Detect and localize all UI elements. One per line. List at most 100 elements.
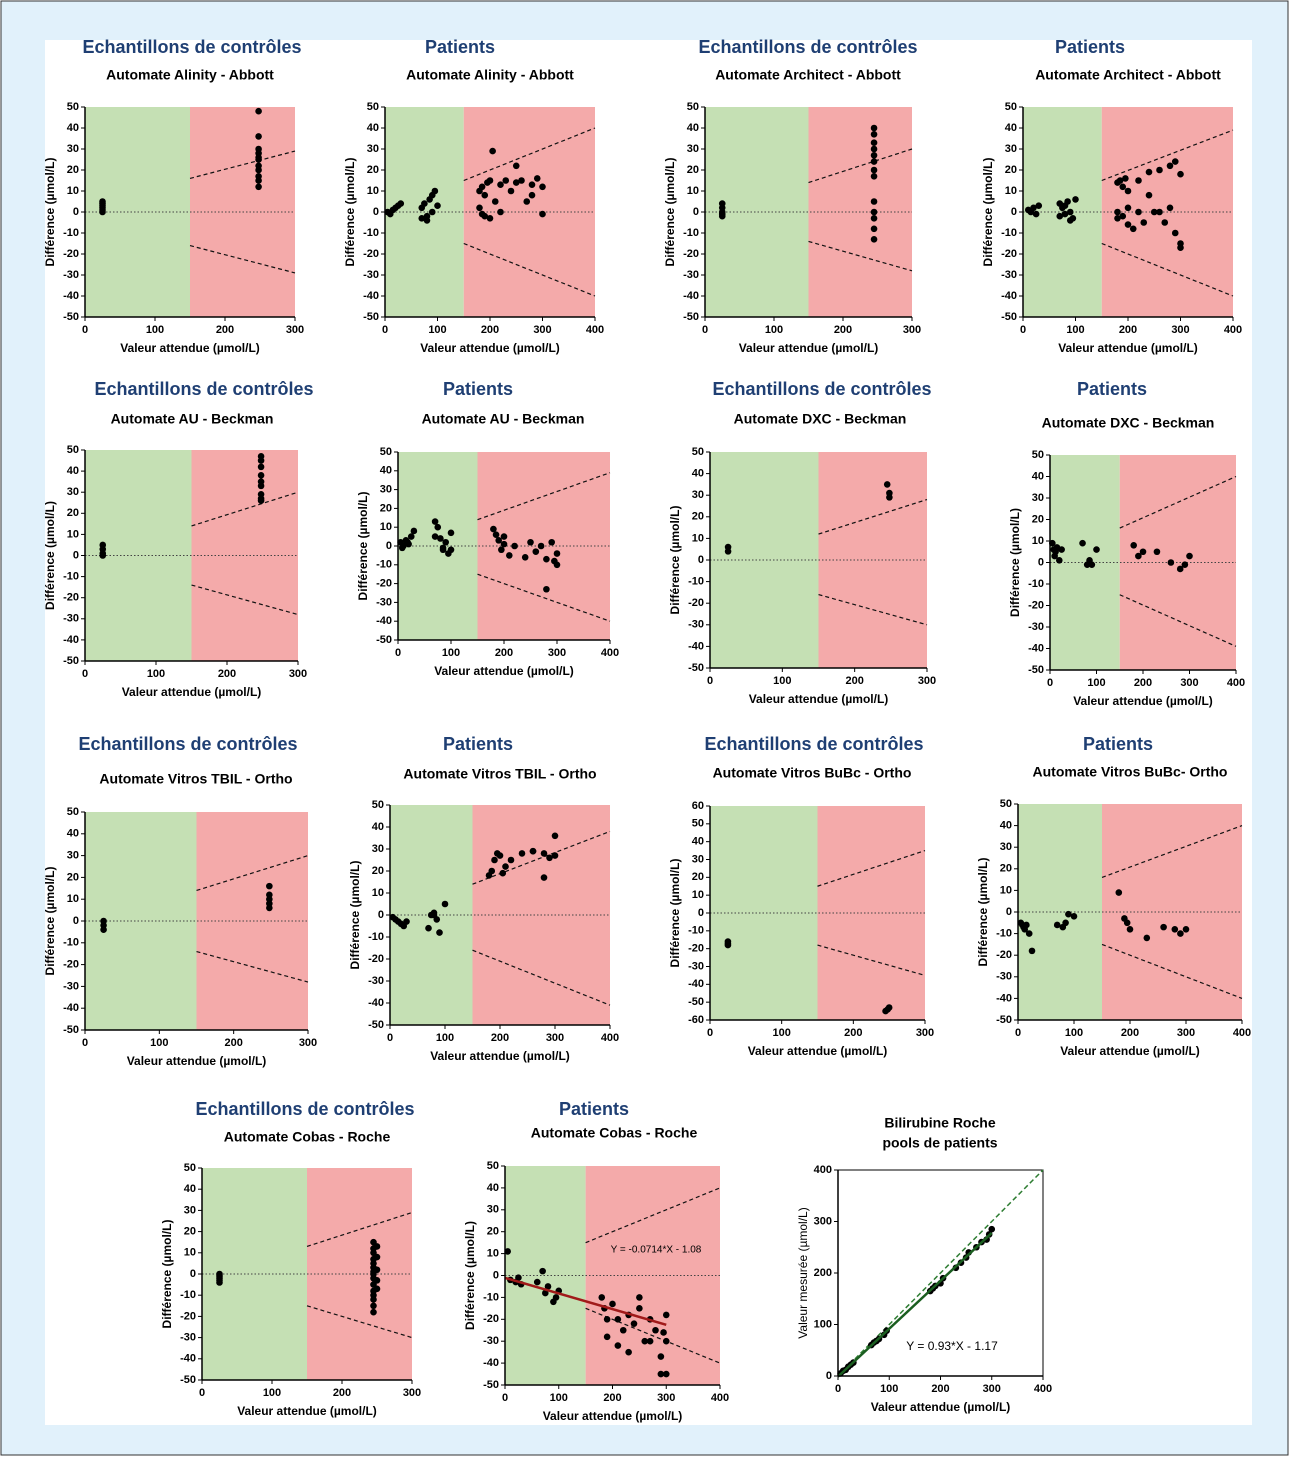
y-tick-label: 30 [692,853,704,865]
y-tick-label: -50 [996,1014,1012,1026]
point [428,208,436,216]
point [527,538,534,546]
x-tick-label: 200 [333,1387,351,1399]
point [1126,925,1134,933]
point [434,202,441,209]
point [257,457,265,464]
y-tick-label: -50 [180,1374,196,1386]
point [1119,183,1127,191]
point [1056,557,1063,564]
x-tick-label: 200 [834,324,852,336]
point [540,850,548,857]
point [553,550,561,557]
point [99,552,107,559]
point [481,191,489,199]
y-tick-label: -50 [483,1379,499,1391]
y-tick-label: 10 [487,1248,499,1260]
point [497,181,504,188]
annotation: Y = 0.93*X - 1.17 [906,1339,998,1353]
x-tick-label: 0 [835,1383,841,1395]
x-tick-label: 300 [1171,324,1189,336]
y-tick-label: 20 [487,1226,499,1238]
point [1161,219,1169,226]
limit-line [477,472,611,521]
point [1124,221,1132,228]
x-axis-label: Valeur attendue (µmol/L) [749,692,889,706]
point [518,177,525,184]
x-tick-label: 300 [548,647,566,659]
point [609,1300,616,1308]
point [1145,168,1153,176]
y-tick-label: 20 [67,871,79,883]
point [255,183,262,191]
point [544,1283,552,1290]
x-tick-label: 300 [903,324,921,336]
x-axis-label: Valeur attendue (µmol/L) [748,1044,888,1058]
y-tick-label: 40 [67,122,79,134]
point [1167,559,1175,566]
point [539,183,546,191]
point [255,156,262,163]
x-tick-label: 300 [983,1383,1001,1395]
x-tick-label: 200 [216,324,234,336]
y-tick-label: -40 [1001,290,1017,302]
point [718,212,726,220]
y-tick-label: 50 [372,799,384,811]
limit-line [463,242,596,297]
chart-title: Echantillons de contrôles [195,1099,414,1119]
y-tick-label: 30 [1000,841,1012,853]
y-tick-label: -20 [63,959,79,971]
point [521,553,529,561]
limit-line [808,240,913,272]
point [988,1225,996,1233]
y-tick-label: 20 [380,502,392,514]
x-tick-label: 200 [1134,677,1152,689]
point [1150,208,1158,216]
x-tick-label: 300 [657,1392,675,1404]
y-tick-label: -20 [180,1310,196,1322]
y-tick-label: 30 [67,850,79,862]
chart-title: Bilirubine Roche [884,1115,995,1131]
point [373,1277,381,1284]
zone [191,450,298,661]
point [614,1316,622,1323]
point [266,882,273,890]
point [1129,225,1137,233]
x-tick-label: 100 [1065,1027,1083,1039]
point [373,1266,381,1274]
point [407,533,415,540]
y-tick-label: -10 [996,928,1012,940]
point [528,181,536,188]
point [1135,208,1142,216]
y-tick-label: 30 [367,143,379,155]
point [1061,210,1069,218]
point [603,1316,611,1323]
point [870,166,878,174]
point [625,1348,632,1356]
y-tick-label: 100 [814,1318,832,1330]
y-tick-label: -20 [688,943,704,955]
point [528,191,536,199]
point [533,175,541,182]
y-tick-label: -40 [376,615,392,627]
point [1114,208,1121,216]
y-tick-label: 10 [1005,185,1017,197]
y-tick-label: 40 [692,836,704,848]
y-tick-label: -20 [368,953,384,965]
point [870,152,878,159]
point [548,538,555,546]
chart-title: Echantillons de contrôles [712,379,931,399]
point [532,548,540,555]
chart-title: Echantillons de contrôles [82,37,301,57]
x-tick-label: 300 [286,324,304,336]
x-tick-label: 100 [146,324,164,336]
x-tick-label: 0 [82,668,88,680]
y-axis-label: Différence (µmol/L) [43,867,57,976]
y-tick-label: 40 [1005,122,1017,134]
limit-line [463,127,596,182]
point [1058,546,1065,553]
y-tick-label: 10 [687,185,699,197]
point [266,904,273,912]
point [870,215,878,222]
point [410,527,418,535]
